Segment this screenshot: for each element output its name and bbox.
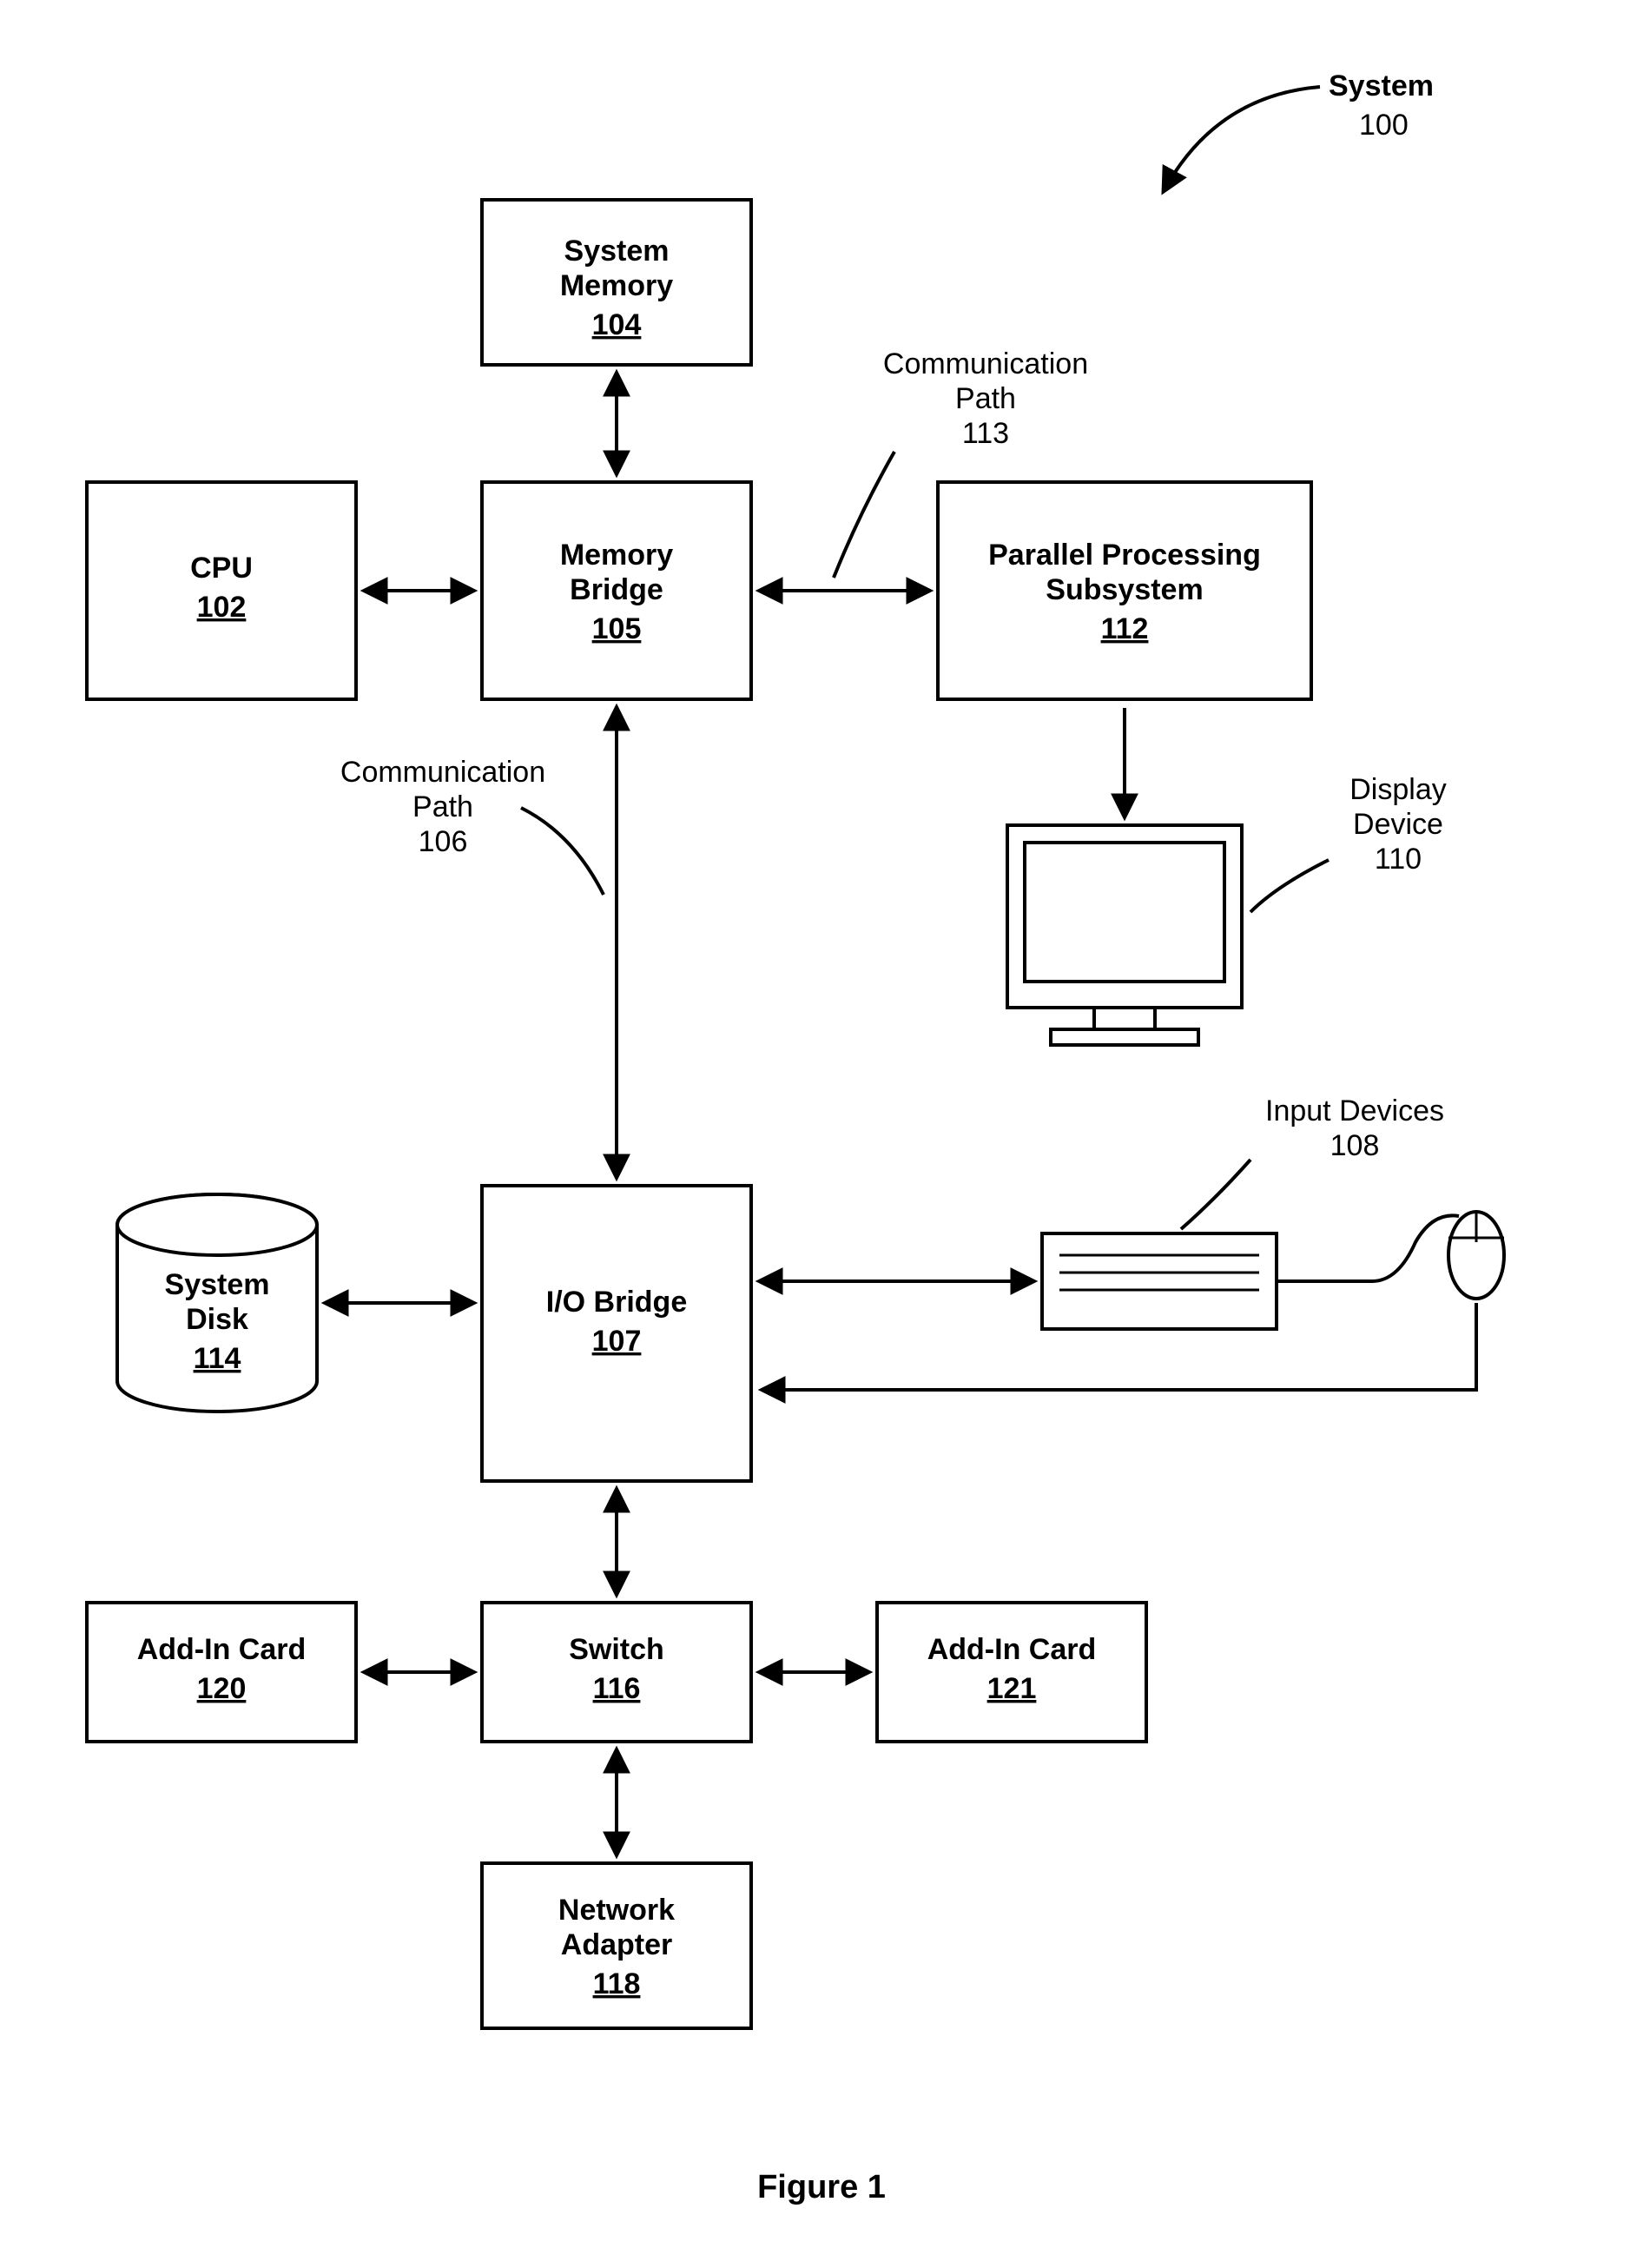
- cpu-label: CPU: [190, 552, 253, 585]
- io-bridge-label: I/O Bridge: [546, 1286, 687, 1319]
- system-label: System: [1329, 69, 1434, 102]
- system-disk-label-1: System: [165, 1268, 270, 1301]
- input-devices-leader: [1181, 1160, 1250, 1229]
- net-label-2: Adapter: [561, 1928, 672, 1961]
- path113-label-1: Communication: [883, 347, 1088, 380]
- pps-label-2: Subsystem: [1046, 573, 1203, 606]
- path106-label-2: Path: [412, 790, 473, 823]
- path113-ref: 113: [962, 417, 1009, 450]
- memory-bridge-label-1: Memory: [560, 539, 673, 572]
- path106-leader: [521, 808, 604, 895]
- display-label-1: Display: [1349, 773, 1446, 806]
- net-ref: 118: [593, 1967, 641, 2000]
- io-bridge-ref: 107: [592, 1325, 642, 1358]
- display-label-2: Device: [1353, 808, 1443, 841]
- display-leader: [1250, 860, 1329, 912]
- path113-label-2: Path: [955, 382, 1016, 415]
- path106-label-1: Communication: [340, 756, 545, 789]
- memory-bridge-ref: 105: [592, 612, 642, 645]
- pps-ref: 112: [1101, 612, 1149, 645]
- addin-left-ref: 120: [197, 1672, 247, 1705]
- system-pointer: [1164, 87, 1320, 191]
- figure-caption: Figure 1: [757, 2169, 886, 2205]
- path106-ref: 106: [419, 825, 468, 858]
- system-memory-ref: 104: [592, 308, 642, 341]
- addin-right-ref: 121: [987, 1672, 1037, 1705]
- addin-left-label: Add-In Card: [137, 1633, 307, 1666]
- system-memory-label-1: System: [564, 235, 670, 268]
- net-label-1: Network: [558, 1894, 675, 1927]
- path113-leader: [834, 452, 894, 578]
- system-memory-label-2: Memory: [560, 269, 673, 302]
- keyboard-icon: [1042, 1233, 1277, 1329]
- system-ref: 100: [1359, 109, 1409, 142]
- pps-label-1: Parallel Processing: [988, 539, 1261, 572]
- switch-label: Switch: [569, 1633, 664, 1666]
- display-device-icon: [1007, 825, 1242, 1045]
- cpu-ref: 102: [197, 591, 247, 624]
- input-devices-label: Input Devices: [1265, 1094, 1444, 1127]
- mouse-icon: [1277, 1212, 1504, 1299]
- input-devices-ref: 108: [1330, 1129, 1380, 1162]
- system-disk-label-2: Disk: [186, 1303, 248, 1336]
- system-diagram: System 100 System Memory 104 CPU 102 Mem…: [0, 0, 1643, 2268]
- display-ref: 110: [1375, 843, 1422, 876]
- switch-ref: 116: [593, 1672, 641, 1705]
- addin-right-label: Add-In Card: [927, 1633, 1097, 1666]
- memory-bridge-label-2: Bridge: [570, 573, 663, 606]
- system-disk-ref: 114: [194, 1342, 241, 1375]
